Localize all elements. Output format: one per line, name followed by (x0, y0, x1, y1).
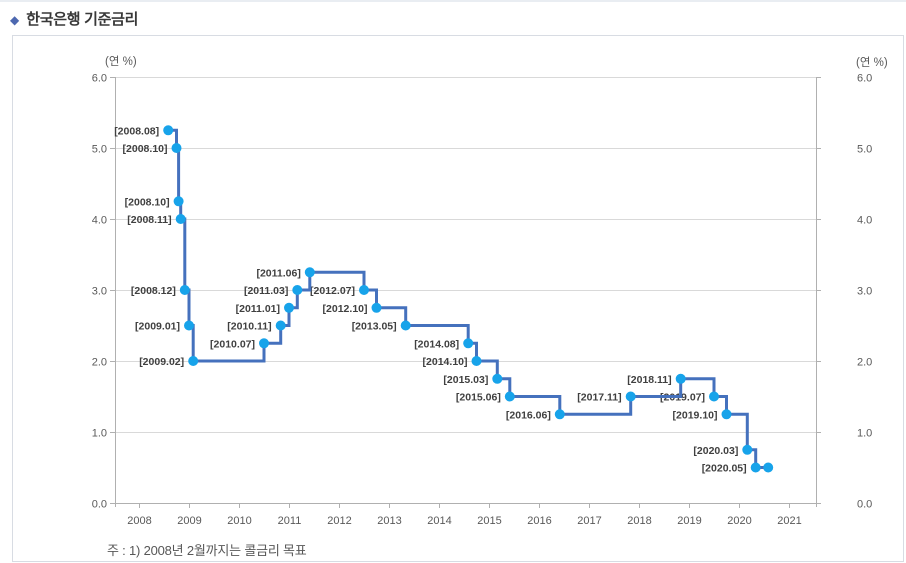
data-point-marker[interactable] (292, 285, 303, 295)
data-point-marker[interactable] (163, 125, 174, 136)
data-point-label: [2014.08] (414, 338, 459, 350)
x-tick-label: 2020 (727, 515, 751, 527)
y-tick-label-left: 5.0 (92, 144, 107, 156)
y-axis-unit-right: (연 %) (856, 57, 888, 69)
y-tick-label-right: 0.0 (857, 499, 872, 511)
x-tick-label: 2010 (227, 515, 251, 527)
data-point-label: [2020.03] (693, 445, 738, 457)
data-point-label: [2017.11] (577, 392, 621, 404)
data-point-label: [2011.03] (244, 285, 288, 297)
data-point-marker[interactable] (504, 391, 515, 402)
chart-footnote: 주 : 1) 2008년 2월까지는 콜금리 목표 (107, 543, 307, 558)
data-point-marker[interactable] (750, 462, 761, 473)
data-point-marker[interactable] (359, 285, 369, 295)
data-point-marker[interactable] (304, 267, 315, 278)
data-point-label: [2020.05] (702, 463, 747, 475)
y-tick-label-right: 4.0 (857, 215, 872, 227)
x-tick-label: 2016 (527, 515, 551, 527)
data-point-marker[interactable] (175, 214, 186, 224)
data-point-label: [2008.10] (123, 143, 168, 155)
data-point-marker[interactable] (763, 462, 774, 473)
chart-panel (12, 35, 904, 562)
y-tick-label-right: 5.0 (857, 144, 872, 156)
data-point-label: [2011.06] (256, 267, 300, 279)
data-point-label: [2015.03] (443, 374, 488, 386)
data-point-marker[interactable] (275, 320, 286, 331)
data-point-label: [2008.12] (131, 285, 176, 297)
data-point-label: [2008.11] (127, 214, 171, 226)
y-tick-label-left: 0.0 (92, 499, 107, 511)
data-point-label: [2018.11] (627, 374, 671, 386)
data-point-marker[interactable] (471, 356, 482, 366)
y-tick-label-left: 4.0 (92, 215, 107, 227)
x-tick-label: 2011 (278, 515, 302, 527)
data-point-marker[interactable] (173, 196, 184, 207)
data-point-marker[interactable] (284, 302, 294, 313)
data-point-marker[interactable] (492, 373, 503, 384)
x-tick-label: 2009 (177, 515, 201, 527)
data-point-label: [2013.05] (352, 321, 397, 333)
data-point-marker[interactable] (721, 409, 732, 420)
y-tick-label-left: 3.0 (92, 286, 107, 298)
data-point-label: [2019.10] (673, 409, 718, 421)
x-tick-label: 2008 (127, 515, 151, 527)
data-point-marker[interactable] (709, 391, 719, 402)
page-title: ◆ 한국은행 기준금리 (10, 8, 138, 29)
data-point-marker[interactable] (625, 391, 636, 402)
data-point-label: [2014.10] (423, 356, 468, 368)
diamond-bullet-icon: ◆ (10, 12, 20, 27)
data-point-marker[interactable] (742, 444, 753, 455)
x-tick-label: 2013 (377, 515, 401, 527)
x-tick-label: 2014 (427, 515, 451, 527)
y-tick-label-right: 3.0 (857, 286, 872, 298)
data-point-label: [2008.08] (114, 125, 159, 137)
data-point-label: [2008.10] (125, 196, 170, 208)
y-axis-unit-left: (연 %) (105, 56, 137, 68)
data-point-marker[interactable] (371, 302, 382, 313)
data-point-marker[interactable] (171, 143, 182, 153)
data-point-label: [2010.07] (210, 338, 255, 350)
x-tick-label: 2017 (577, 515, 601, 527)
data-point-marker[interactable] (463, 338, 474, 349)
data-point-label: [2016.06] (506, 409, 551, 421)
y-tick-label-right: 2.0 (857, 357, 872, 369)
x-tick-label: 2021 (777, 515, 801, 527)
data-point-label: [2012.07] (310, 285, 355, 297)
data-point-label: [2019.07] (660, 392, 705, 404)
y-tick-label-left: 6.0 (92, 73, 107, 85)
data-point-marker[interactable] (400, 320, 411, 331)
data-point-label: [2009.01] (135, 321, 180, 333)
data-point-marker[interactable] (554, 409, 565, 420)
x-tick-label: 2012 (327, 515, 351, 527)
data-point-marker[interactable] (675, 373, 686, 384)
x-tick-label: 2018 (627, 515, 651, 527)
data-point-marker[interactable] (188, 356, 199, 366)
data-point-marker[interactable] (184, 320, 194, 331)
x-tick-label: 2015 (477, 515, 501, 527)
data-point-label: [2015.06] (456, 392, 501, 404)
data-point-label: [2012.10] (323, 303, 368, 315)
y-tick-label-right: 6.0 (857, 73, 872, 85)
y-tick-label-right: 1.0 (857, 428, 872, 440)
y-tick-label-left: 1.0 (92, 428, 107, 440)
data-point-label: [2010.11] (227, 321, 271, 333)
data-point-label: [2009.02] (139, 356, 184, 368)
data-point-marker[interactable] (179, 285, 190, 295)
data-point-label: [2011.01] (236, 303, 280, 315)
y-tick-label-left: 2.0 (92, 357, 107, 369)
x-tick-label: 2019 (677, 515, 701, 527)
data-point-marker[interactable] (259, 338, 269, 349)
page-title-text: 한국은행 기준금리 (26, 11, 139, 28)
